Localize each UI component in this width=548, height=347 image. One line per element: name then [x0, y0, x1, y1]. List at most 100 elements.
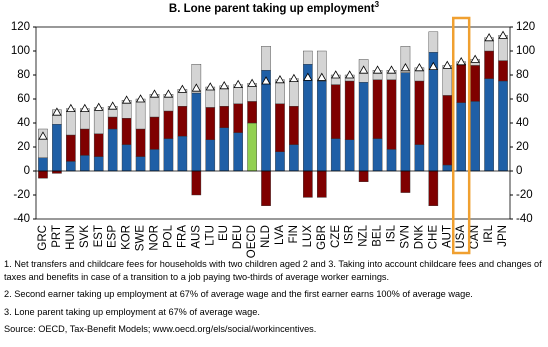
- total-marker: [414, 62, 425, 72]
- total-marker: [149, 89, 160, 98]
- total-marker: [233, 79, 243, 88]
- total-marker: [358, 65, 369, 74]
- x-tick-label: EU: [218, 225, 230, 241]
- total-marker: [191, 83, 202, 92]
- total-marker: [372, 65, 383, 74]
- title-superscript: 3: [375, 0, 380, 9]
- bar-segment: [121, 117, 132, 145]
- total-marker: [470, 54, 480, 63]
- bar-segment: [66, 108, 76, 136]
- y2-tick-label: 100: [516, 45, 535, 57]
- bar-segment: [38, 157, 48, 172]
- total-marker: [261, 76, 271, 85]
- bar-segment: [149, 116, 160, 150]
- y2-tick-label: 40: [516, 117, 529, 129]
- x-tick-label: USA: [455, 225, 467, 249]
- x-tick-label: NZL: [358, 224, 370, 246]
- notes: 1. Net transfers and childcare fees for …: [4, 258, 544, 341]
- bar-segment: [261, 46, 271, 71]
- y2-tick-label: 80: [516, 69, 529, 81]
- bar-segment: [344, 80, 355, 140]
- bar-segment: [52, 123, 62, 172]
- x-tick-label: IRL: [483, 224, 495, 243]
- y2-tick-label: 120: [516, 21, 535, 33]
- x-tick-label: CAN: [469, 225, 481, 249]
- y-tick-label: 100: [11, 45, 30, 57]
- y-tick-label: 20: [17, 141, 30, 153]
- note: 1. Net transfers and childcare fees for …: [4, 259, 542, 282]
- bar-segment: [177, 135, 188, 172]
- x-tick-label: LVA: [274, 225, 286, 245]
- x-tick-label: SVN: [399, 225, 411, 249]
- bar-segment: [289, 78, 299, 107]
- total-marker: [219, 80, 229, 90]
- y-tick-label: 40: [17, 117, 30, 129]
- x-tick-label: EST: [93, 225, 105, 247]
- bar-segment: [135, 156, 146, 172]
- bar-segment: [191, 63, 202, 94]
- total-marker: [344, 70, 355, 79]
- y2-tick-label: -20: [516, 189, 533, 201]
- x-tick-label: BEL: [372, 224, 384, 246]
- bar-segment: [442, 65, 453, 96]
- bar-segment: [66, 161, 76, 172]
- bar-segment: [330, 138, 341, 172]
- bar-segment: [303, 50, 313, 65]
- bar-segment: [66, 134, 76, 162]
- x-tick-label: HUN: [65, 225, 77, 250]
- chart-title: B. Lone parent taking up employment3: [169, 0, 380, 15]
- total-marker: [400, 62, 411, 72]
- plot-frame: [35, 26, 511, 220]
- note: Source: OECD, Tax-Benefit Models; www.oe…: [4, 324, 317, 334]
- bar-segment: [177, 105, 188, 137]
- bar-segment: [428, 170, 439, 206]
- bar-segment: [456, 63, 467, 103]
- bar-segment: [79, 128, 90, 156]
- bar-segment: [498, 80, 508, 172]
- total-marker: [456, 56, 466, 66]
- y2-tick-label: 0: [516, 165, 522, 177]
- total-marker: [331, 70, 341, 79]
- bar-segment: [135, 98, 146, 130]
- x-tick-label: CHE: [427, 225, 439, 250]
- x-tick-label: LUX: [302, 225, 314, 248]
- bar-segment: [38, 170, 48, 179]
- bar-segment: [400, 72, 411, 172]
- bar-segment: [191, 92, 202, 172]
- bar-segment: [316, 170, 327, 198]
- total-marker: [80, 103, 90, 112]
- bar-segment: [275, 79, 285, 105]
- total-marker: [38, 131, 48, 140]
- total-marker: [386, 65, 397, 74]
- bar-segment: [442, 164, 453, 172]
- bar-segment: [219, 127, 230, 172]
- bar-segment: [149, 149, 160, 172]
- bar-segment: [358, 81, 369, 172]
- bar-segment: [163, 110, 174, 139]
- bar-segment: [275, 151, 285, 172]
- y2-tick-label: -40: [516, 213, 533, 225]
- bar-segment: [414, 144, 425, 172]
- title-text: B. Lone parent taking up employment: [169, 3, 375, 15]
- bar-segment: [233, 103, 243, 133]
- total-marker: [289, 73, 299, 82]
- bar-segment: [428, 31, 439, 53]
- x-tick-label: ISL: [386, 224, 398, 242]
- total-marker: [94, 102, 104, 111]
- x-tick-label: SWE: [135, 225, 147, 252]
- x-tick-label: NLD: [260, 225, 272, 248]
- bar-segment: [261, 69, 271, 172]
- total-marker: [135, 94, 146, 103]
- bar-segment: [219, 105, 230, 128]
- bar-segment: [386, 149, 397, 172]
- bar-segment: [316, 50, 327, 82]
- x-tick-label: GBR: [316, 225, 328, 250]
- total-marker: [177, 84, 188, 93]
- x-tick-label: ESP: [107, 225, 119, 248]
- bar-segment: [484, 50, 494, 79]
- total-marker: [163, 89, 174, 98]
- note: 3. Lone parent taking up employment at 6…: [4, 306, 260, 317]
- total-marker: [428, 61, 439, 70]
- y-tick-label: 0: [24, 165, 30, 177]
- bar-segment: [107, 128, 118, 172]
